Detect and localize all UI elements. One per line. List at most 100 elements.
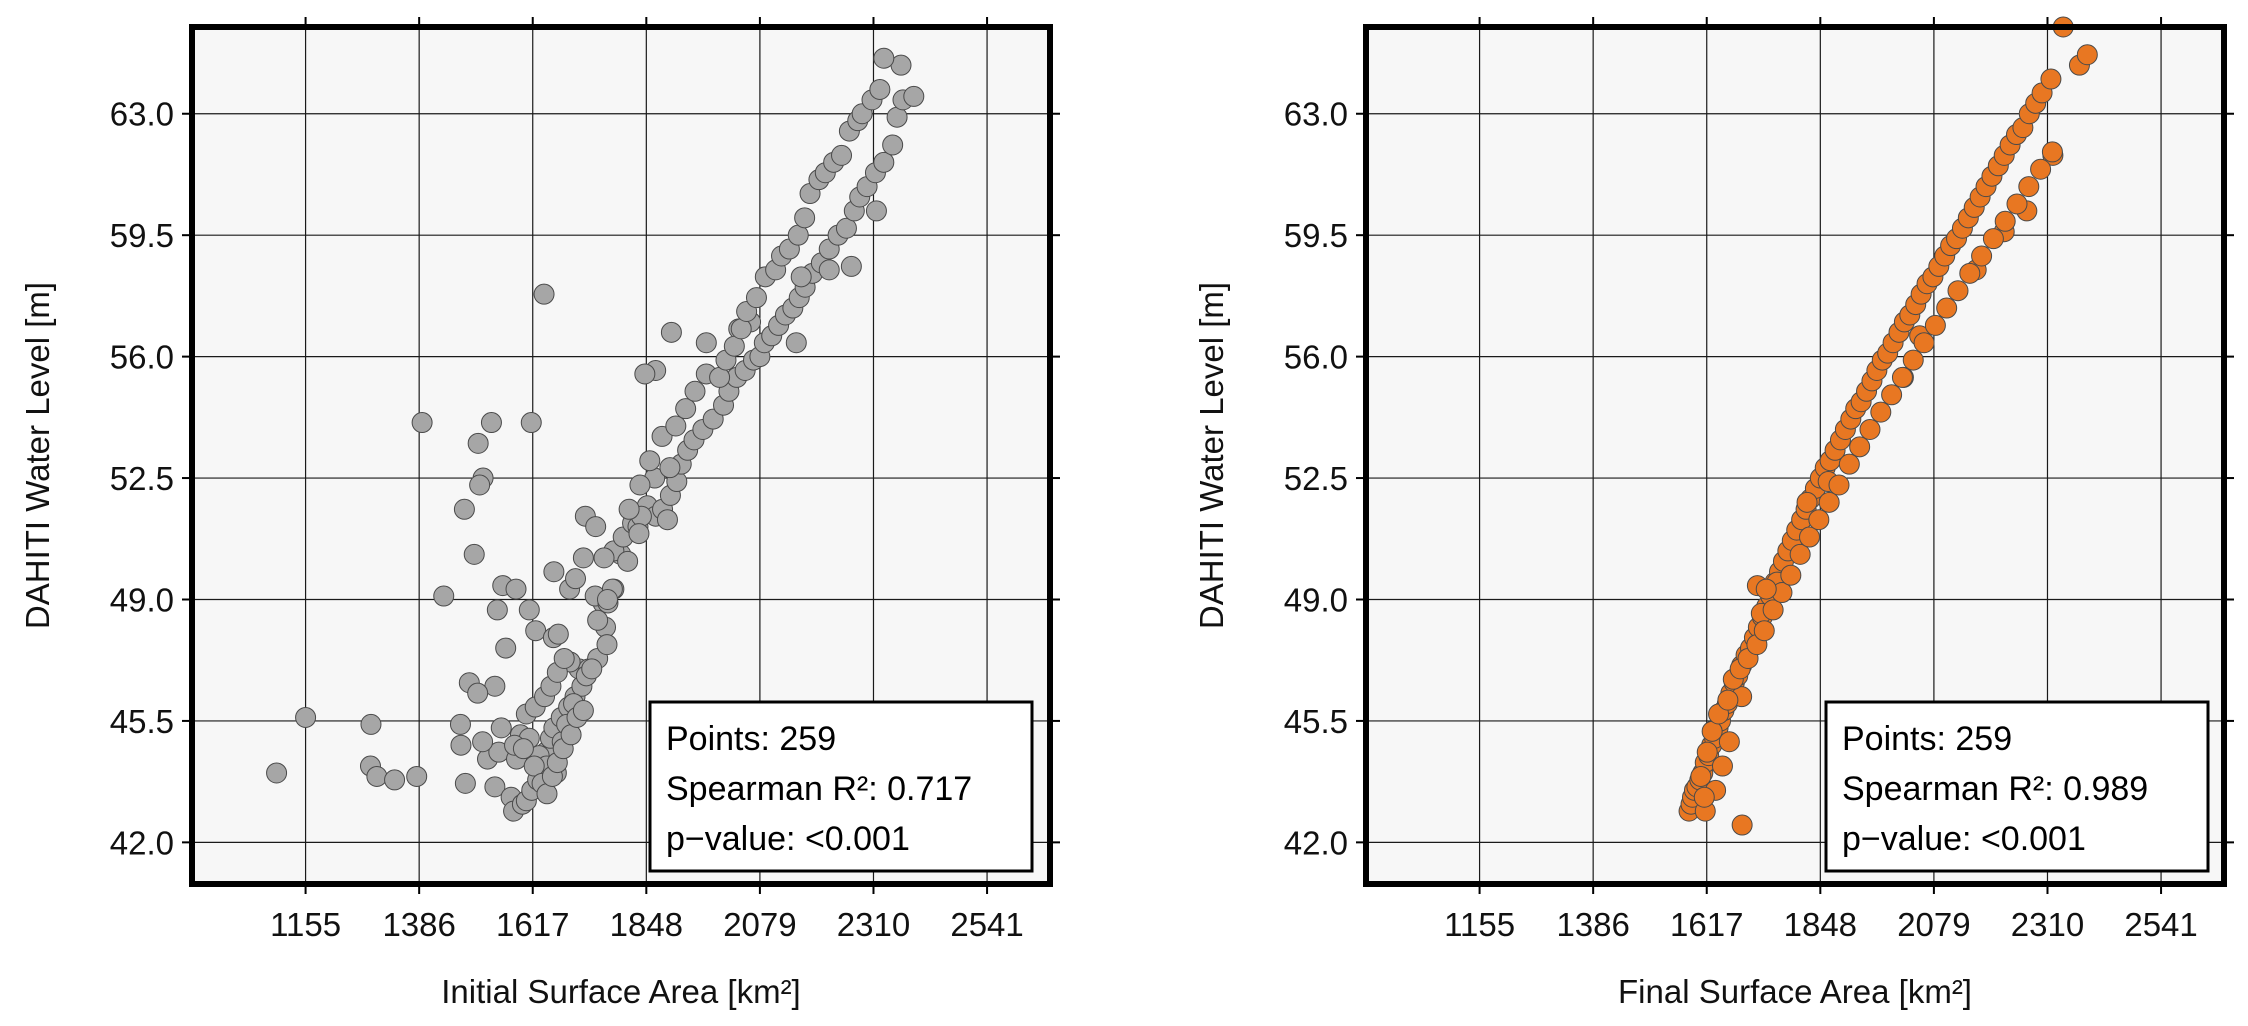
data-point [639,450,661,472]
data-point [295,706,317,728]
data-point [1818,491,1840,513]
x-tick-label: 2079 [1897,906,1970,943]
data-point [865,200,887,222]
stats-box: Points: 259 Spearman R²: 0.717 p−value: <0… [648,700,1034,873]
data-point [840,255,862,277]
data-point [1717,689,1739,711]
data-point [366,765,388,787]
data-point [2006,193,2028,215]
x-tick-label: 1386 [382,906,455,943]
data-point [618,498,640,520]
y-tick-label: 63.0 [110,96,174,133]
data-point [1859,418,1881,440]
scatter-panel-initial: 1155 1386 1617 1848 2079 2310 2541 42.0 45.5 49.0… [19,17,1060,1010]
data-point [1849,436,1871,458]
data-point [1753,620,1775,642]
x-tick-label: 1155 [270,906,341,943]
data-point [1718,731,1740,753]
data-point [1982,228,2004,250]
data-point [873,47,895,69]
data-point [675,398,697,420]
data-point [581,658,603,680]
stats-box-frame [1824,700,2210,873]
data-point [835,217,857,239]
data-point [480,412,502,434]
data-point [1936,297,1958,319]
data-point [1891,366,1913,388]
data-point [484,776,506,798]
data-point [659,457,681,479]
data-point [794,207,816,229]
data-point [1870,401,1892,423]
data-point [572,547,594,569]
data-point [1789,543,1811,565]
x-tick-label: 1155 [1444,906,1515,943]
stats-line: p−value: <0.001 [1842,820,2086,858]
data-point [495,637,517,659]
y-tick-label: 52.5 [110,460,174,497]
data-point [1780,564,1802,586]
data-point [1755,578,1777,600]
x-tick-label: 1617 [1670,906,1743,943]
data-point [634,363,656,385]
data-point [2076,44,2098,66]
data-point [745,287,767,309]
data-point [1924,314,1946,336]
data-point [903,85,925,107]
data-point [406,765,428,787]
data-point [547,623,569,645]
data-point [1796,491,1818,513]
data-point [869,78,891,100]
scatter-panel-final: 1155 1386 1617 1848 2079 2310 2541 42.0 45.5 49.0… [1193,16,2234,1010]
y-tick-label: 59.5 [110,217,174,254]
y-tick-label: 42.0 [110,824,174,861]
data-point [565,568,587,590]
data-point [505,578,527,600]
data-point [1881,384,1903,406]
data-point [553,647,575,669]
plot-frame [189,24,1053,887]
plot-frame [1363,24,2227,887]
data-point [785,332,807,354]
x-tick-label: 2541 [2124,906,2197,943]
x-tick-label: 2079 [723,906,796,943]
data-point [467,682,489,704]
data-point [450,734,472,756]
data-point [490,717,512,739]
data-point [523,755,545,777]
x-tick-label: 2541 [950,906,1023,943]
y-tick-label: 49.0 [110,581,174,618]
y-tick-label: 56.0 [1284,339,1348,376]
x-tick-label: 2310 [837,906,910,943]
data-point [1902,349,1924,371]
y-tick-label: 59.5 [1284,217,1348,254]
data-point [656,509,678,531]
data-point [1711,755,1733,777]
data-point [1828,474,1850,496]
stats-line: Points: 259 [666,720,836,758]
y-axis-label: DAHITI Water Level [m] [19,282,56,629]
data-point [882,134,904,156]
data-point [533,283,555,305]
x-tick-label: 1386 [1556,906,1629,943]
x-axis-label: Final Surface Area [km²] [1618,973,1972,1010]
x-tick-label: 2310 [2011,906,2084,943]
data-point [518,599,540,621]
stats-box: Points: 259 Spearman R²: 0.989 p−value: <0… [1824,700,2210,873]
data-point [467,432,489,454]
data-point [628,523,650,545]
scatter-points [1678,16,2098,836]
y-tick-label: 52.5 [1284,460,1348,497]
x-tick-label: 1617 [496,906,569,943]
data-point [1971,245,1993,267]
data-point [360,713,382,735]
stats-line: Points: 259 [1842,720,2012,758]
data-point [617,550,639,572]
data-point [453,498,475,520]
stats-line: Spearman R²: 0.989 [1842,770,2148,808]
data-point [2040,68,2062,90]
data-point [593,547,615,569]
y-tick-label: 45.5 [1284,703,1348,740]
data-point [596,588,618,610]
